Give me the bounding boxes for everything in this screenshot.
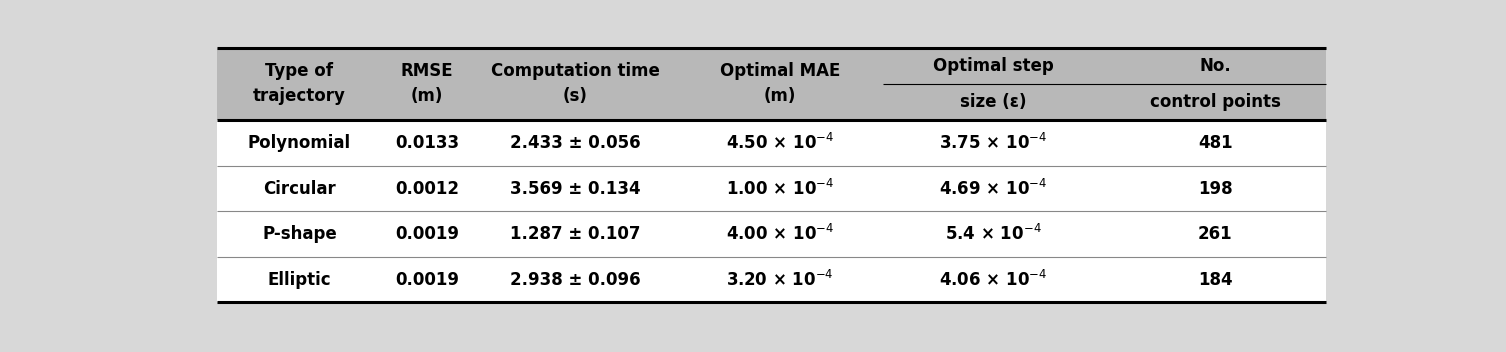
Text: 0.0133: 0.0133 [395,134,459,152]
Text: 3.569 ± 0.134: 3.569 ± 0.134 [509,180,640,197]
Bar [217,211,1327,257]
Text: 1.287 ± 0.107: 1.287 ± 0.107 [509,225,640,243]
Text: 0.0019: 0.0019 [395,271,459,289]
Text: 261: 261 [1199,225,1232,243]
Bar [217,120,1327,166]
Text: 2.433 ± 0.056: 2.433 ± 0.056 [509,134,640,152]
Text: Optimal step: Optimal step [934,57,1054,75]
Bar [217,166,1327,211]
Text: Computation time
(s): Computation time (s) [491,62,660,106]
Text: 2.938 ± 0.096: 2.938 ± 0.096 [509,271,640,289]
Text: 3.75 × 10$^{-4}$: 3.75 × 10$^{-4}$ [940,133,1048,153]
Text: P-shape: P-shape [262,225,337,243]
Text: 4.00 × 10$^{-4}$: 4.00 × 10$^{-4}$ [726,224,834,244]
Text: Polynomial: Polynomial [248,134,351,152]
Text: RMSE
(m): RMSE (m) [401,62,453,106]
Text: 0.0019: 0.0019 [395,225,459,243]
Text: 4.50 × 10$^{-4}$: 4.50 × 10$^{-4}$ [726,133,834,153]
Text: Type of
trajectory: Type of trajectory [253,62,346,106]
Bar [217,48,1327,120]
Text: 4.69 × 10$^{-4}$: 4.69 × 10$^{-4}$ [940,178,1048,199]
Text: 5.4 × 10$^{-4}$: 5.4 × 10$^{-4}$ [946,224,1042,244]
Text: 184: 184 [1199,271,1232,289]
Text: Elliptic: Elliptic [268,271,331,289]
Text: size (ε): size (ε) [961,93,1027,111]
Text: Circular: Circular [264,180,336,197]
Text: 481: 481 [1199,134,1232,152]
Text: Optimal MAE
(m): Optimal MAE (m) [720,62,840,106]
Text: 0.0012: 0.0012 [395,180,459,197]
Text: 198: 198 [1199,180,1232,197]
Bar [217,257,1327,302]
Text: 4.06 × 10$^{-4}$: 4.06 × 10$^{-4}$ [940,270,1048,290]
Text: 1.00 × 10$^{-4}$: 1.00 × 10$^{-4}$ [726,178,834,199]
Text: No.: No. [1199,57,1232,75]
Text: control points: control points [1151,93,1280,111]
Text: 3.20 × 10$^{-4}$: 3.20 × 10$^{-4}$ [726,270,834,290]
